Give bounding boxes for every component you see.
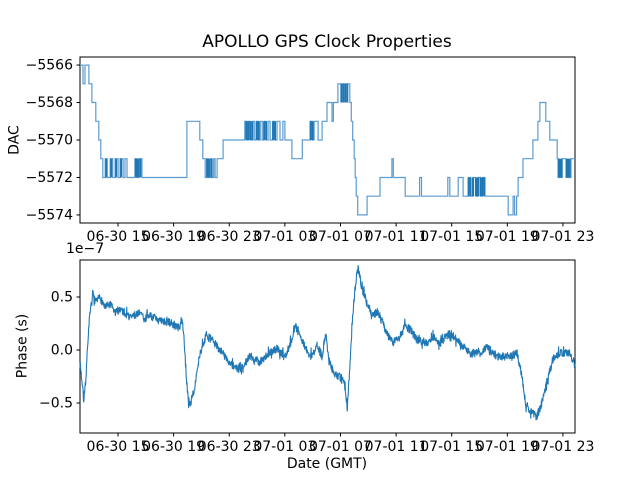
x-tick-label: 07-01 07 xyxy=(309,439,372,455)
x-tick-label: 07-01 07 xyxy=(309,229,372,245)
x-tick-label: 06-30 19 xyxy=(142,439,205,455)
x-tick-label: 07-01 11 xyxy=(365,229,428,245)
x-tick-label: 07-01 19 xyxy=(476,439,539,455)
y-tick-label: 0.5 xyxy=(51,289,73,305)
x-tick-label: 07-01 03 xyxy=(253,229,316,245)
x-tick-label: 06-30 19 xyxy=(142,229,205,245)
x-axis-label: Date (GMT) xyxy=(287,456,367,472)
x-tick-label: 07-01 11 xyxy=(365,439,428,455)
x-tick-label: 07-01 23 xyxy=(531,229,594,245)
chart-title: APOLLO GPS Clock Properties xyxy=(202,32,452,52)
x-tick-label: 06-30 15 xyxy=(87,439,150,455)
y-tick-label: 0.0 xyxy=(51,342,73,358)
y-tick-label: −5566 xyxy=(26,58,73,74)
x-tick-label: 06-30 23 xyxy=(198,229,261,245)
y-tick-label: −5568 xyxy=(26,95,73,111)
dac-step-line xyxy=(80,64,575,216)
x-tick-label: 07-01 15 xyxy=(420,229,483,245)
y-axis-offset-text: 1e−7 xyxy=(66,241,104,257)
y-tick-label: −5570 xyxy=(26,132,73,148)
y-tick-label: −5572 xyxy=(26,170,73,186)
y-axis-label-phase: Phase (s) xyxy=(14,314,30,378)
axes-frame xyxy=(79,56,576,224)
x-tick-label: 07-01 19 xyxy=(476,229,539,245)
x-tick-label: 06-30 15 xyxy=(87,229,150,245)
y-axis-label-dac: DAC xyxy=(6,125,22,155)
y-tick-label: −0.5 xyxy=(39,395,73,411)
x-tick-label: 06-30 23 xyxy=(198,439,261,455)
y-tick-label: −5574 xyxy=(26,207,73,223)
x-tick-label: 07-01 23 xyxy=(531,439,594,455)
x-tick-label: 07-01 03 xyxy=(253,439,316,455)
x-tick-label: 07-01 15 xyxy=(420,439,483,455)
axes-frame xyxy=(79,259,576,434)
phase-line xyxy=(79,265,576,421)
